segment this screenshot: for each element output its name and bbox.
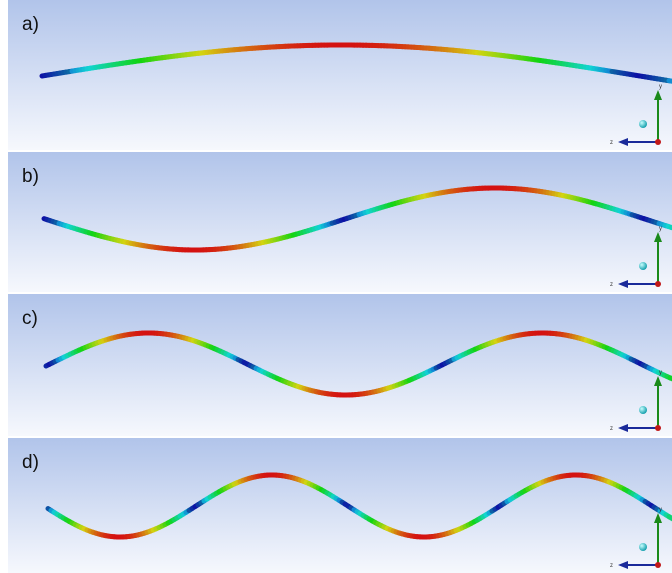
z-axis-label: z — [610, 140, 613, 146]
panel-label: a) — [22, 14, 39, 35]
panel: c) y z — [8, 294, 672, 436]
orientation-ball — [639, 406, 647, 414]
y-axis-label: y — [659, 226, 662, 232]
y-axis-label: y — [659, 84, 662, 90]
origin-dot — [655, 281, 661, 287]
panel-label: c) — [22, 308, 38, 329]
figure: a) y z b) y z c) y z d) y z — [0, 0, 672, 573]
panel: d) y z — [8, 438, 672, 573]
origin-dot — [655, 425, 661, 431]
origin-dot — [655, 139, 661, 145]
panel: a) y z — [8, 0, 672, 150]
panel-label: b) — [22, 166, 39, 187]
y-axis-label: y — [659, 370, 662, 376]
orientation-ball — [639, 543, 647, 551]
z-axis-label: z — [610, 426, 613, 432]
orientation-ball — [639, 262, 647, 270]
panel-background — [8, 0, 672, 150]
y-axis-label: y — [659, 507, 662, 513]
panel-background — [8, 294, 672, 436]
origin-dot — [655, 562, 661, 568]
panel: b) y z — [8, 152, 672, 292]
z-axis-label: z — [610, 563, 613, 569]
panel-background — [8, 438, 672, 573]
orientation-ball — [639, 120, 647, 128]
z-axis-label: z — [610, 282, 613, 288]
panel-label: d) — [22, 452, 39, 473]
